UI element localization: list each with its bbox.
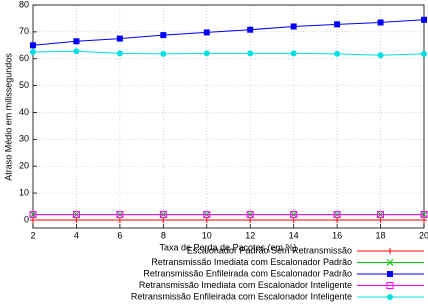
legend-marker xyxy=(386,282,394,289)
y-tick-label: 50 xyxy=(19,80,29,90)
marker xyxy=(377,211,385,219)
marker xyxy=(160,50,167,57)
legend-label: Retransmissão Enfileirada com Escalonado… xyxy=(131,291,352,301)
marker xyxy=(246,211,254,219)
x-tick-label: 20 xyxy=(419,230,428,240)
marker xyxy=(247,50,254,57)
x-tick-label: 14 xyxy=(289,230,299,240)
marker xyxy=(30,42,36,49)
series-line xyxy=(32,50,425,56)
y-tick-label: 10 xyxy=(19,187,29,197)
x-axis-label: Taxa de Perda de Pacotes (em %) xyxy=(159,242,296,252)
y-tick-label: 80 xyxy=(19,0,29,9)
marker xyxy=(290,23,297,30)
x-tick-label: 2 xyxy=(30,230,35,240)
marker xyxy=(334,50,341,57)
legend-label: Retransmissão Imediata com Escalonador I… xyxy=(139,280,352,290)
x-tick-label: 18 xyxy=(376,230,386,240)
legend-marker xyxy=(387,294,393,300)
marker xyxy=(159,211,167,219)
marker xyxy=(30,49,36,56)
x-tick-label: 10 xyxy=(202,230,212,240)
marker xyxy=(203,29,210,36)
marker xyxy=(290,50,297,57)
marker xyxy=(203,50,210,57)
marker xyxy=(72,211,80,219)
legend-marker xyxy=(386,259,394,266)
y-tick-label: 70 xyxy=(19,26,29,36)
marker xyxy=(247,26,254,33)
marker xyxy=(290,211,298,219)
marker xyxy=(29,211,37,219)
marker xyxy=(420,211,428,219)
legend-marker xyxy=(387,271,393,277)
marker xyxy=(334,21,341,28)
marker xyxy=(116,50,123,57)
y-tick-label: 0 xyxy=(24,214,29,224)
series-line xyxy=(32,19,425,46)
x-tick-label: 8 xyxy=(161,230,166,240)
legend-label: Retransmissão Imediata com Escalonador P… xyxy=(151,257,352,267)
y-tick-label: 20 xyxy=(19,161,29,171)
marker xyxy=(377,52,384,59)
marker xyxy=(203,211,211,219)
y-tick-label: 30 xyxy=(19,134,29,144)
y-axis-label: Atraso Médio em milissegundos xyxy=(3,53,13,181)
marker xyxy=(421,50,427,57)
y-tick-label: 60 xyxy=(19,53,29,63)
x-tick-label: 6 xyxy=(117,230,122,240)
legend-label: Escalonador Padrão Sem Retransmissão xyxy=(187,245,352,255)
marker xyxy=(116,211,124,219)
marker xyxy=(73,48,80,55)
y-tick-label: 40 xyxy=(19,107,29,117)
plot-frame xyxy=(32,4,425,229)
marker xyxy=(421,16,427,23)
marker xyxy=(73,38,80,45)
legend-marker xyxy=(387,248,393,254)
marker xyxy=(160,32,167,39)
marker xyxy=(116,35,123,42)
marker xyxy=(333,211,341,219)
marker xyxy=(377,19,384,26)
legend-label: Retransmissão Enfileirada com Escalonado… xyxy=(143,268,352,278)
x-tick-label: 12 xyxy=(245,230,255,240)
x-tick-label: 16 xyxy=(332,230,342,240)
x-tick-label: 4 xyxy=(74,230,79,240)
